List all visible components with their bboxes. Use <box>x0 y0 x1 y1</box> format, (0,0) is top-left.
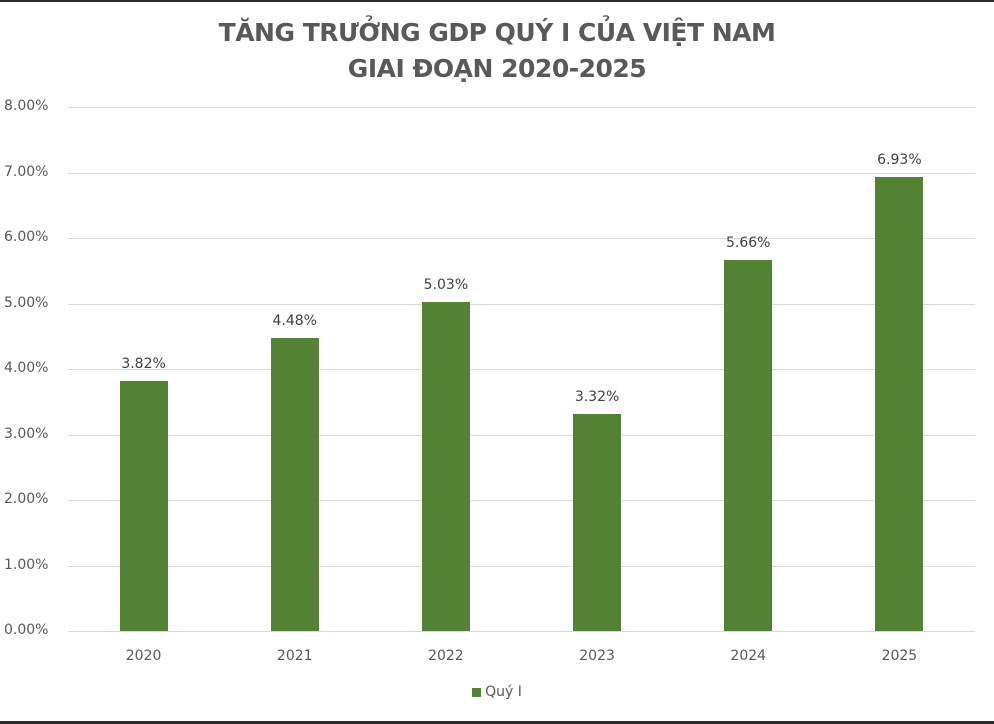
data-label: 3.32% <box>574 388 620 405</box>
legend: Quý I <box>0 684 994 700</box>
x-tick-label: 2022 <box>428 648 464 664</box>
y-tick-label: 6.00% <box>4 229 49 245</box>
y-tick-label: 1.00% <box>4 556 49 573</box>
x-tick-label: 2024 <box>730 648 767 664</box>
bar-2021[interactable] <box>270 337 319 631</box>
data-label: 6.93% <box>877 152 922 169</box>
y-tick-label: 3.00% <box>4 425 49 442</box>
gridline <box>68 172 975 174</box>
y-tick-label: 0.00% <box>4 622 49 638</box>
bottom-border <box>0 721 994 724</box>
y-tick-label: 2.00% <box>4 491 49 507</box>
y-tick-label: 5.00% <box>4 294 49 311</box>
x-tick-label: 2020 <box>125 648 162 664</box>
gridline <box>68 565 975 567</box>
gridline <box>68 238 975 239</box>
legend-swatch-icon <box>472 687 482 697</box>
data-label: 5.03% <box>423 276 469 293</box>
gridline <box>68 631 975 632</box>
gridline <box>68 500 975 501</box>
bar-2022[interactable] <box>421 301 470 631</box>
x-tick-label: 2023 <box>579 648 615 664</box>
bar-2024[interactable] <box>724 260 773 631</box>
gridline <box>68 434 975 436</box>
top-border <box>0 0 994 2</box>
data-label: 5.66% <box>726 235 771 252</box>
y-tick-label: 7.00% <box>4 163 49 180</box>
legend-label: Quý I <box>485 684 522 700</box>
chart-title-line-1: TĂNG TRƯỞNG GDP QUÝ I CỦA VIỆT NAM <box>218 18 776 47</box>
plot-area: 3.82% 4.48% 5.03% 3.32% 5.66% 6.93% <box>68 107 975 632</box>
data-label: 4.48% <box>272 312 317 329</box>
bar-2025[interactable] <box>875 177 924 631</box>
gridline <box>68 107 975 108</box>
x-tick-label: 2021 <box>276 648 313 664</box>
gridline <box>68 303 975 305</box>
data-label: 3.82% <box>121 355 166 372</box>
x-tick-label: 2025 <box>881 648 918 664</box>
y-tick-label: 4.00% <box>4 360 49 376</box>
bar-2020[interactable] <box>119 380 168 631</box>
gridline <box>68 369 975 370</box>
bar-2023[interactable] <box>573 413 622 631</box>
y-tick-label: 8.00% <box>4 98 49 114</box>
chart-title-line-2: GIAI ĐOẠN 2020-2025 <box>347 54 647 83</box>
